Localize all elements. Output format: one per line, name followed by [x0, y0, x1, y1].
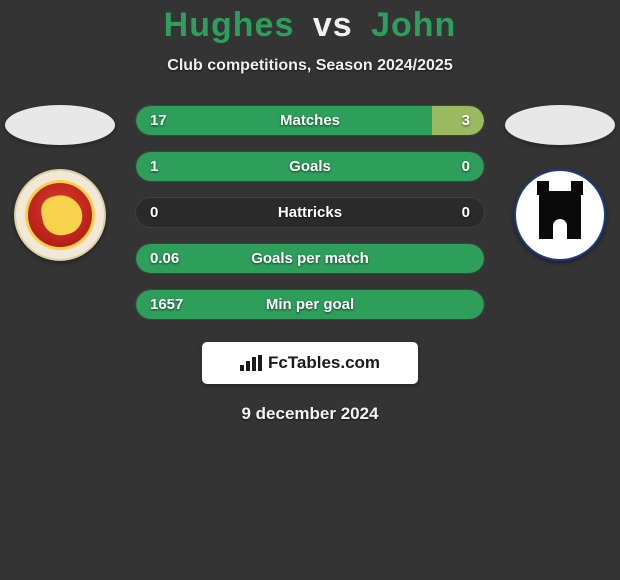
vs-text: vs: [313, 6, 353, 44]
player2-column: [505, 105, 615, 261]
date-text: 9 december 2024: [0, 404, 620, 424]
player2-name: John: [371, 6, 456, 44]
player1-club-badge: [14, 169, 106, 261]
stat-row: 00Hattricks: [135, 197, 485, 228]
castle-icon: [539, 191, 581, 239]
bar-chart-icon: [240, 355, 262, 371]
stat-row: 0.06Goals per match: [135, 243, 485, 274]
castle-door: [553, 219, 567, 239]
player1-column: [5, 105, 115, 261]
comparison-panel: 173Matches 10Goals 00Hattricks 0.06Goals pe…: [0, 105, 620, 320]
player1-name: Hughes: [164, 6, 295, 44]
stat-label: Matches: [136, 112, 484, 129]
stat-row: 1657Min per goal: [135, 289, 485, 320]
stat-row: 173Matches: [135, 105, 485, 136]
stat-row: 10Goals: [135, 151, 485, 182]
brand-pill: FcTables.com: [202, 342, 418, 384]
club-badge-inner: [25, 180, 95, 250]
stats-bars: 173Matches 10Goals 00Hattricks 0.06Goals pe…: [135, 105, 485, 320]
stat-label: Goals: [136, 158, 484, 175]
page-title: Hughes vs John: [0, 0, 620, 45]
player2-club-badge: [514, 169, 606, 261]
brand-text: FcTables.com: [268, 353, 380, 373]
stat-label: Goals per match: [136, 250, 484, 267]
stat-label: Hattricks: [136, 204, 484, 221]
subtitle: Club competitions, Season 2024/2025: [0, 57, 620, 75]
player2-avatar-placeholder: [505, 105, 615, 145]
stat-label: Min per goal: [136, 296, 484, 313]
player1-avatar-placeholder: [5, 105, 115, 145]
